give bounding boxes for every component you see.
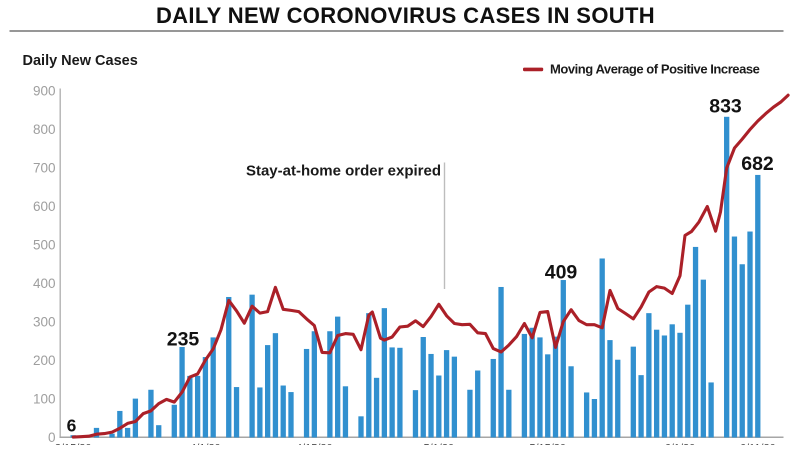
svg-text:300: 300 (33, 315, 56, 330)
svg-text:900: 900 (33, 84, 56, 99)
svg-text:800: 800 (33, 122, 56, 137)
svg-text:DAILY NEW CORONOVIRUS CASES IN: DAILY NEW CORONOVIRUS CASES IN SOUTH (156, 3, 655, 28)
svg-text:200: 200 (33, 353, 56, 368)
svg-text:100: 100 (33, 392, 56, 407)
svg-text:700: 700 (33, 161, 56, 176)
svg-text:235: 235 (167, 329, 200, 351)
svg-text:833: 833 (709, 96, 742, 118)
svg-text:0: 0 (48, 430, 56, 445)
svg-text:Moving Average of Positive Inc: Moving Average of Positive Increase (550, 61, 760, 76)
svg-text:6: 6 (67, 416, 77, 436)
svg-text:400: 400 (33, 276, 56, 291)
svg-text:Stay-at-home order expired: Stay-at-home order expired (246, 163, 441, 180)
svg-text:409: 409 (545, 262, 578, 284)
svg-text:600: 600 (33, 199, 56, 214)
svg-text:Daily New Cases: Daily New Cases (23, 53, 138, 69)
svg-text:500: 500 (33, 238, 56, 253)
svg-text:682: 682 (741, 153, 774, 175)
